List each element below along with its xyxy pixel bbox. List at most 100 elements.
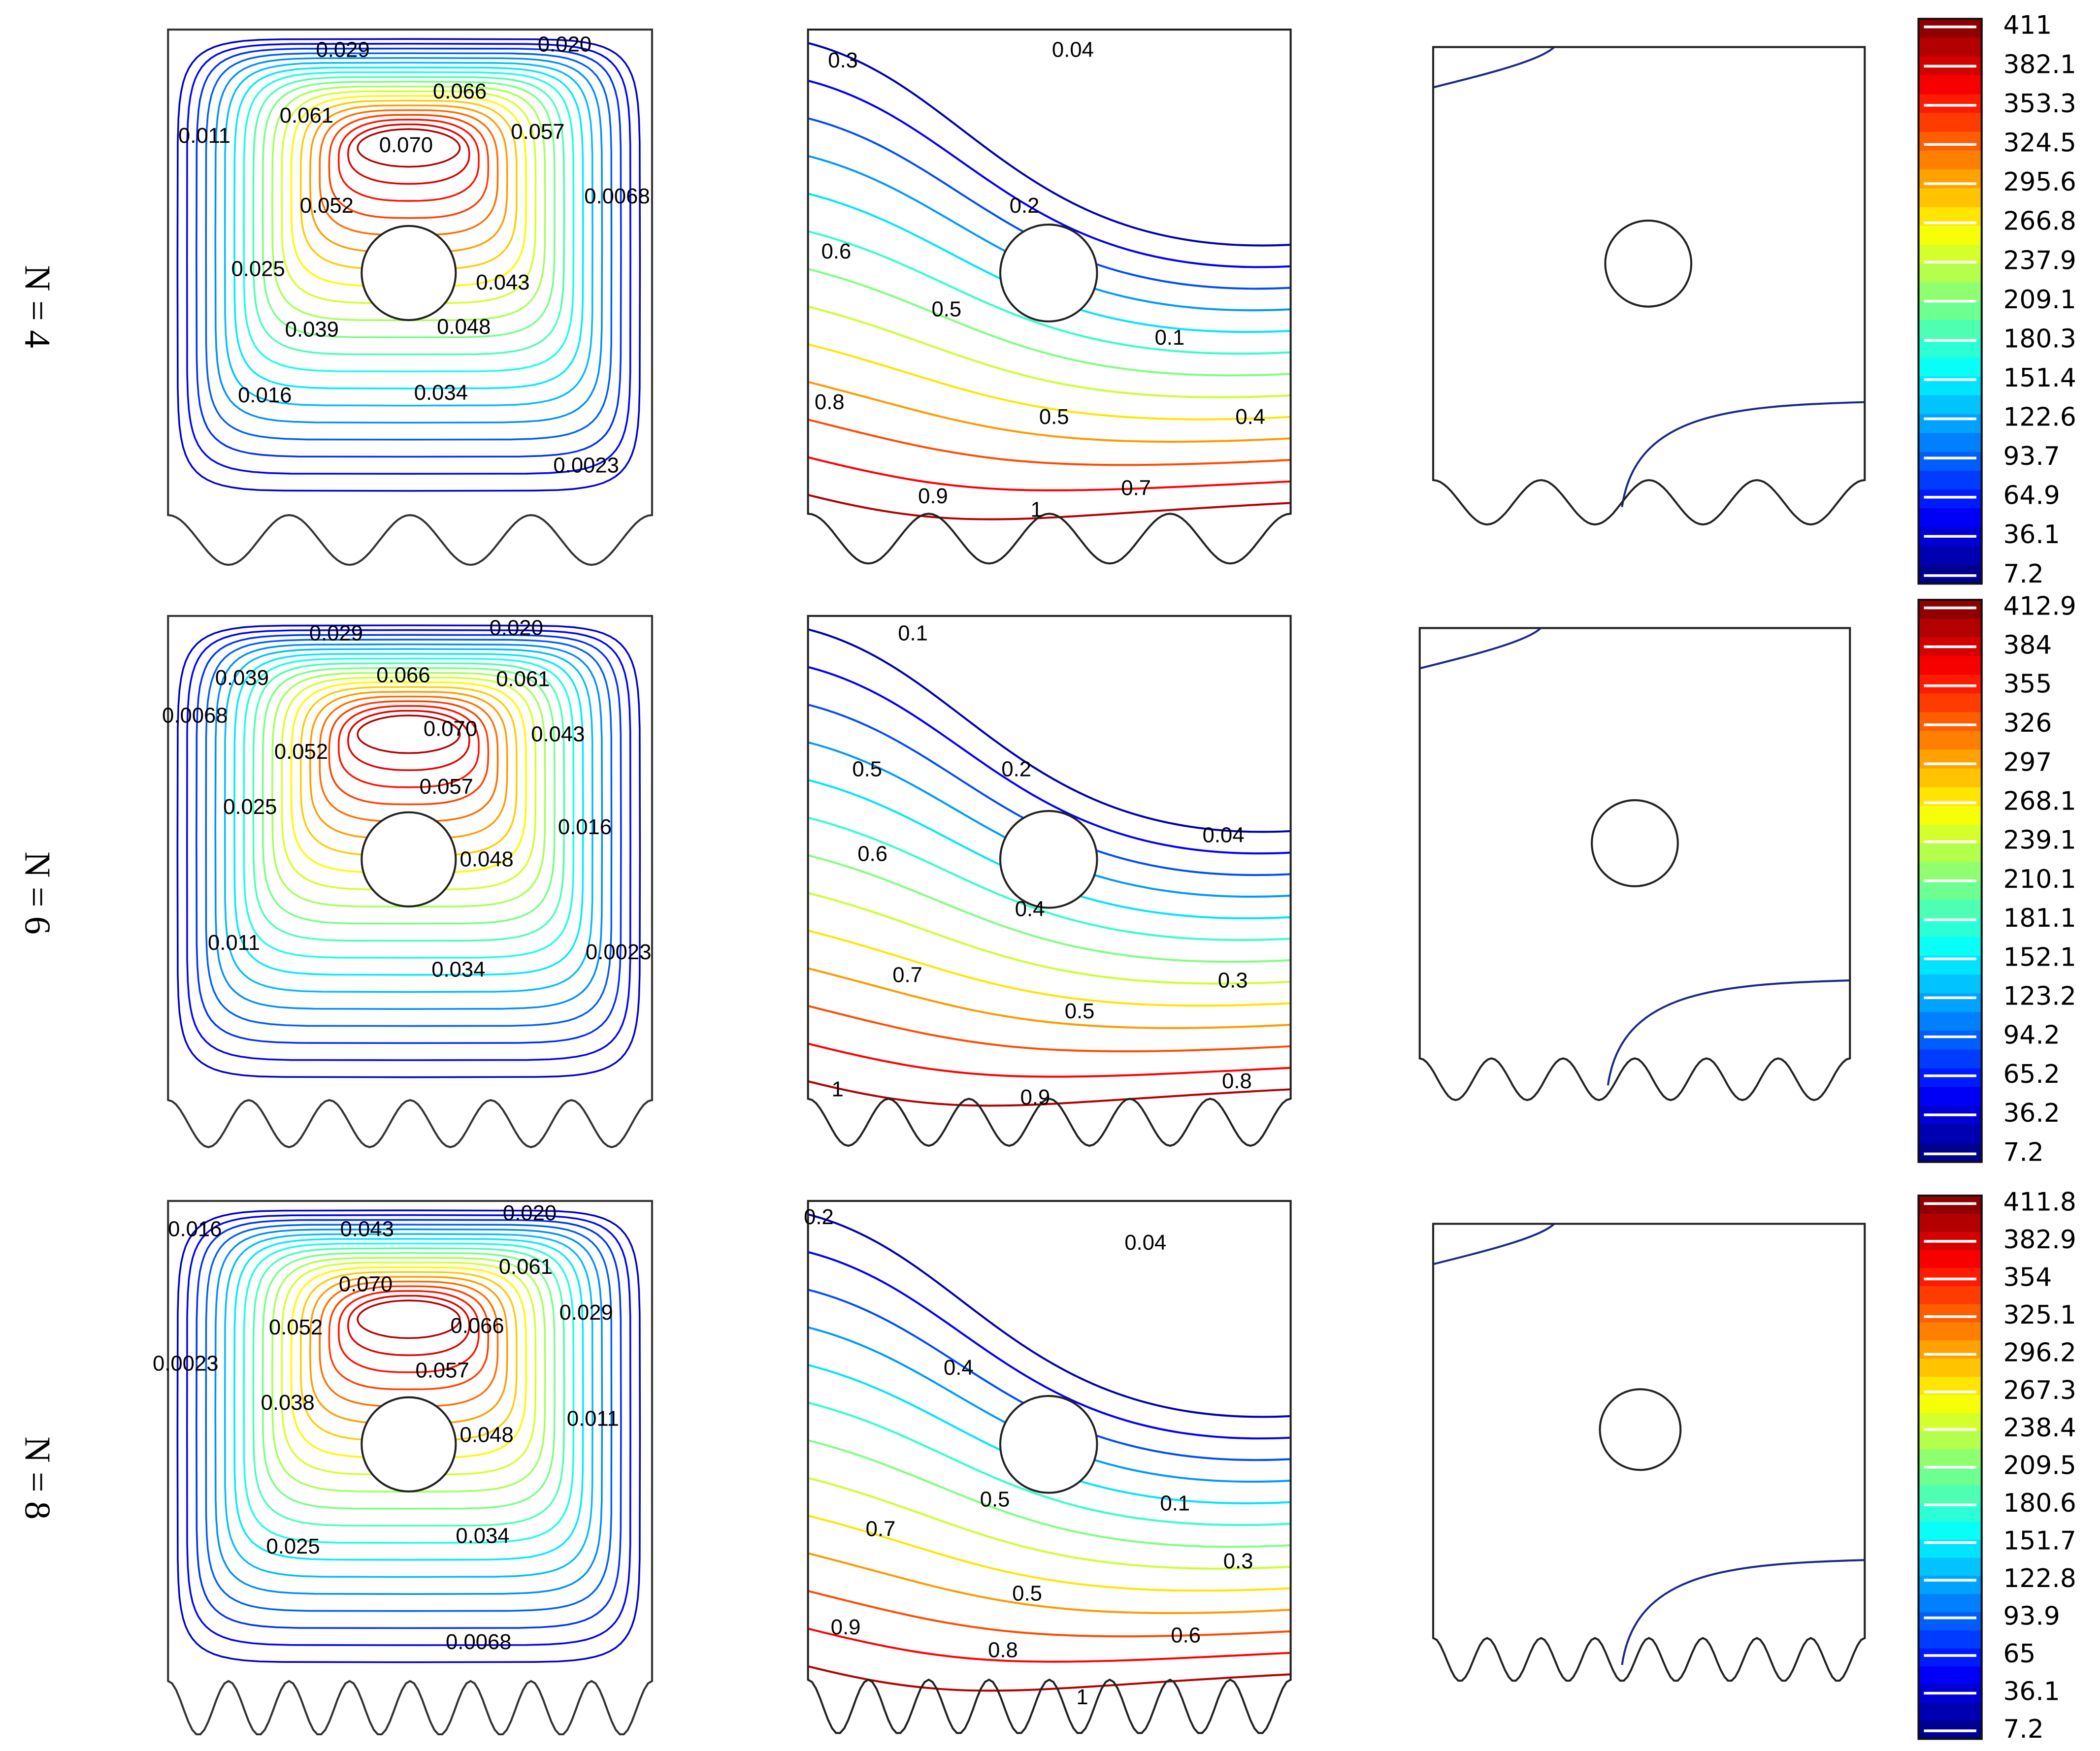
colorbar-segment [1918,37,1982,58]
isotherm-label: 0.5 [1039,405,1069,429]
streamline [186,1214,631,1646]
isotherm-label: 0.04 [1052,37,1094,62]
colorbar-tick-label: 325.1 [2003,1300,2076,1330]
streamline [281,1262,537,1476]
streamline-label: 0.048 [460,1423,514,1447]
isotherm-label: 0.7 [892,963,922,987]
colorbar-segment [1918,862,1982,882]
colorbar-segment [1918,1031,1982,1050]
colorbar-segment [1918,1087,1982,1106]
colorbar-tick-label: 384 [2003,630,2052,660]
colorbar-segment [1918,656,1982,676]
streamline-label: 0.048 [437,315,491,339]
colorbar-tick-label: 266.8 [2003,207,2076,236]
streamline-label: 0.070 [379,133,433,157]
streamline [243,657,575,959]
colorbar-tick-label: 296.2 [2003,1338,2076,1367]
streamline [271,1257,546,1493]
streamline-label: 0.066 [433,79,487,103]
colorbar: 412.9 384 355 326 297 268.1 239.1 210.1 181.1 152… [1917,591,2076,1167]
colorbar-segment [1918,993,1982,1013]
colorbar-segment [1918,937,1982,957]
colorbar-tick-label: 295.6 [2003,167,2076,197]
streamline-label: 0.0023 [553,453,619,477]
streamline [233,653,584,976]
colorbar-tick-label: 152.1 [2003,942,2076,972]
streamline [281,90,537,304]
streamline-label: 0.0023 [153,1352,219,1376]
isotherm-label: 0.9 [831,1615,861,1639]
isotherm-label: 0.1 [1155,325,1185,350]
streamline [205,52,613,441]
colorbar-tick-label: 355 [2003,670,2052,699]
streamline [299,686,518,857]
streamline-label: 0.039 [215,666,269,690]
colorbar-tick-label: 64.9 [2003,481,2060,511]
colorbar-tick-label: 36.1 [2003,1677,2060,1707]
colorbar-segment [1918,113,1982,133]
streamline-label: 0.029 [559,1300,613,1325]
colorbar-tick-label: 122.8 [2003,1564,2076,1593]
streamline [357,714,461,754]
colorbar-tick-label: 122.6 [2003,402,2076,432]
colorbar-tick-label: 210.1 [2003,865,2076,894]
row-label: N = 6 [17,851,58,935]
streamline [214,57,603,424]
streamline-label: 0.052 [269,1315,323,1339]
streamline-label: 0.020 [503,1201,557,1225]
colorbar-frame [1917,599,1983,1163]
colorbar-segment [1918,1213,1982,1232]
colorbar-segment [1918,508,1982,528]
streamline [337,705,480,788]
isotherm [808,929,1291,1007]
colorbar-segment [1918,188,1982,208]
colorbar-segment [1918,1557,1982,1577]
colorbar-tick-label: 93.7 [2003,442,2060,471]
colorbar-segment [1918,1124,1982,1144]
streamline [243,1242,575,1544]
streamline [186,42,631,475]
colorbar-segment [1918,546,1982,566]
streamline-label: 0.0068 [446,1630,512,1654]
colorbar-segment [1918,150,1982,170]
cylinder [1591,799,1679,887]
isotherm [808,1439,1291,1548]
colorbar-segment [1918,226,1982,246]
isotherm [808,1477,1291,1570]
colorbar-tick-label: 151.7 [2003,1526,2076,1556]
isotherm-label: 0.4 [944,1356,974,1380]
streamline [290,1266,527,1459]
colorbar-tick-label: 411.8 [2003,1187,2076,1217]
colorbar-segment [1918,1503,1982,1523]
colorbar-segment [1918,1304,1982,1323]
isotherm-label: 0.5 [931,297,961,321]
isotherm [808,704,1291,876]
colorbar-segment [1918,320,1982,340]
colorbar-tick-label: 36.2 [2003,1099,2060,1128]
colorbar-segment [1918,169,1982,189]
isotherm [808,117,1291,290]
streamline-label: 0.029 [316,37,369,62]
colorbar-segment [1918,1630,1982,1649]
isotherm-label: 0.04 [1124,1231,1166,1255]
colorbar-tick-label: 123.2 [2003,981,2076,1011]
colorbar-tick-label: 239.1 [2003,826,2076,855]
isotherm-label: 0.6 [857,842,887,866]
colorbar-segment [1918,1449,1982,1468]
isotherm-label: 1 [1076,1685,1088,1709]
colorbar-segment [1918,1322,1982,1341]
entropy-contour [1607,979,1850,1086]
streamline-label: 0.011 [178,124,230,148]
streamline [337,1290,480,1373]
entropy-contour [1433,46,1555,89]
cavity-wall [807,615,1292,1147]
isotherm [808,305,1291,398]
streamline-panel: 0.029 0.020 0.066 0.061 0.070 0.057 0.011 0.052… [167,29,654,566]
colorbar-tick-label: 326 [2003,709,2052,738]
streamline-label: 0.016 [558,815,612,839]
streamline-label: 0.020 [490,616,543,640]
streamline [309,691,508,840]
streamline-label: 0.034 [414,381,468,405]
colorbar-segment [1918,357,1982,378]
